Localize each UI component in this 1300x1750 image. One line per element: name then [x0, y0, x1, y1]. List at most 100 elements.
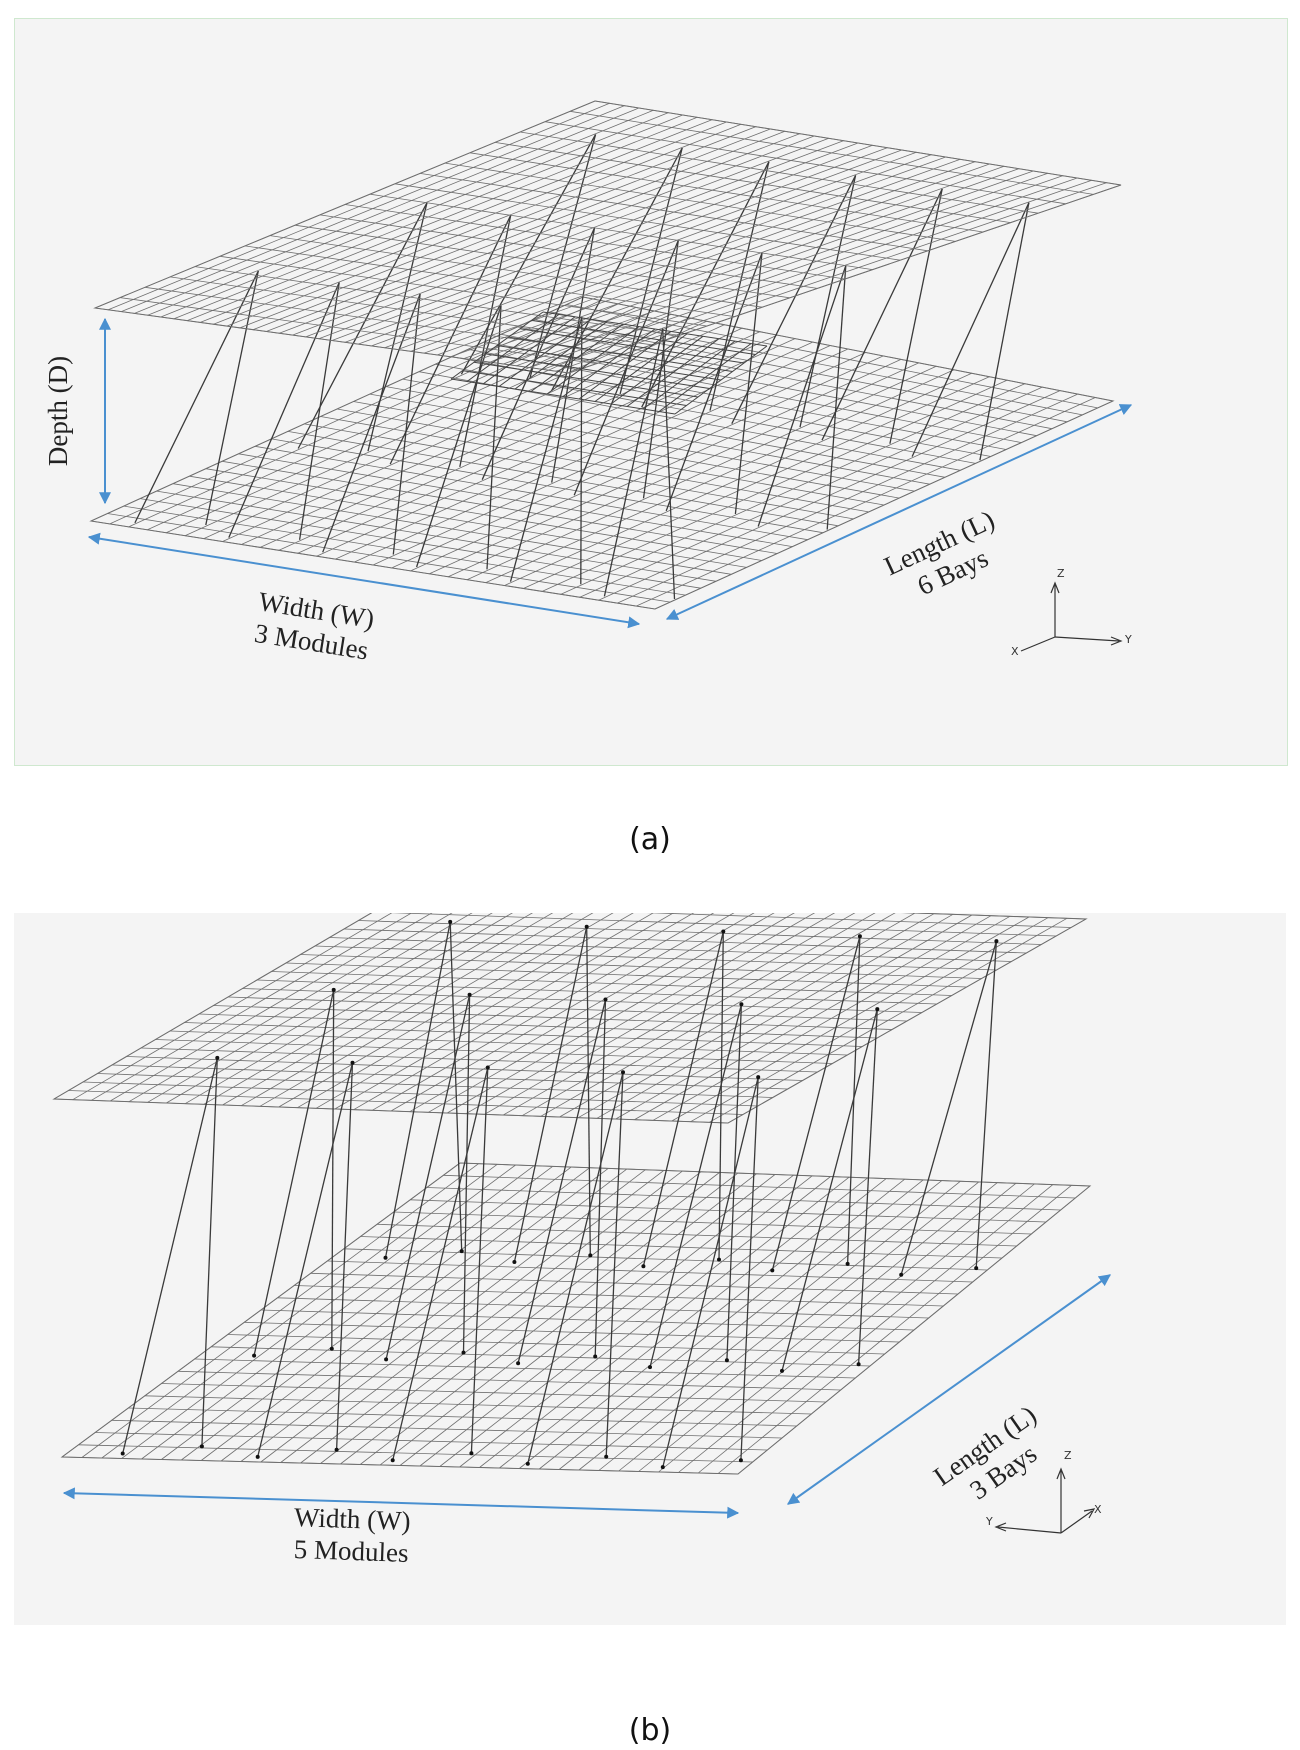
- axis-x-label: X: [1011, 645, 1019, 658]
- grid-line: [184, 1022, 863, 1047]
- strut-node: [334, 1447, 339, 1452]
- grid-line: [566, 304, 1098, 409]
- grid-line: [294, 224, 790, 299]
- axis-triad: [994, 1467, 1096, 1534]
- grid-line: [169, 1030, 848, 1056]
- grid-line: [519, 131, 1039, 214]
- strut-node: [516, 1361, 521, 1366]
- grid-overlap-line: [508, 336, 733, 372]
- strut-node: [512, 1260, 517, 1264]
- strut: [459, 215, 512, 468]
- strut-node: [390, 1458, 395, 1463]
- strut-node: [593, 1354, 598, 1359]
- grid-line: [369, 193, 873, 270]
- strut: [415, 305, 502, 568]
- strut: [335, 1062, 354, 1450]
- grid-line: [582, 296, 1114, 402]
- strut-node: [459, 1249, 464, 1254]
- strut-node: [448, 919, 453, 924]
- grid-overlap-line: [531, 319, 756, 355]
- strut: [462, 994, 471, 1353]
- grid-line: [271, 971, 952, 996]
- grid-line: [419, 173, 928, 252]
- strut-node: [899, 1272, 904, 1277]
- grid-line: [550, 311, 1083, 416]
- strut: [134, 270, 259, 524]
- grid-line: [95, 1432, 768, 1451]
- grid-line: [242, 988, 922, 1013]
- strut-node: [856, 1362, 861, 1367]
- grid-overlap-line: [462, 370, 687, 406]
- length-label-group: Length (L) 3 Bays: [928, 1400, 1042, 1506]
- grid-line: [178, 1370, 841, 1391]
- grid-line: [194, 266, 680, 336]
- strut-node: [994, 939, 999, 944]
- grid-line: [78, 1444, 753, 1463]
- figure-b-caption: (b): [628, 1713, 672, 1748]
- strut-node: [603, 997, 608, 1002]
- strut-node: [584, 924, 589, 929]
- strut-node: [469, 1451, 474, 1456]
- strut: [551, 227, 596, 483]
- grid-line: [211, 1346, 871, 1367]
- strut: [449, 921, 463, 1252]
- grid-line: [128, 1407, 797, 1427]
- grid-line: [161, 1383, 827, 1403]
- grid-line: [119, 297, 597, 364]
- grid-line: [314, 945, 997, 971]
- width-label: Width (W): [294, 1502, 412, 1536]
- width-label-group: Width (W) 3 Modules: [252, 586, 376, 665]
- strut: [718, 931, 724, 1260]
- grid-line: [410, 1199, 1047, 1223]
- strut: [513, 926, 588, 1263]
- strut-node: [588, 1253, 593, 1258]
- strut-node: [350, 1060, 355, 1065]
- strut: [392, 1067, 489, 1461]
- strut-node: [485, 1065, 490, 1070]
- strut: [771, 936, 861, 1271]
- grid-line: [53, 1098, 729, 1124]
- strut-node: [215, 1055, 220, 1060]
- strut: [642, 240, 679, 499]
- strut-node: [721, 929, 726, 934]
- grid-line: [256, 979, 937, 1005]
- strut: [257, 1062, 354, 1458]
- grid-line: [594, 100, 1122, 186]
- strut: [389, 215, 512, 465]
- grid-line: [244, 245, 735, 317]
- axis-y-label: Y: [985, 1515, 993, 1528]
- strut-node: [252, 1353, 257, 1358]
- grid-line: [319, 214, 818, 289]
- strut: [900, 940, 998, 1275]
- grid-overlap-line: [450, 378, 676, 415]
- strut: [517, 999, 607, 1364]
- grid-outline: [60, 1162, 1092, 1475]
- grid-line: [393, 1211, 1032, 1235]
- grid-line: [68, 1090, 743, 1115]
- bottom-chord-grid: [60, 1162, 1092, 1475]
- grid-line: [227, 996, 908, 1022]
- strut-node: [770, 1268, 775, 1273]
- strut: [481, 227, 596, 480]
- width-dimension-arrow: [62, 1487, 740, 1519]
- strut-node: [331, 987, 336, 992]
- figure-a-panel: Depth (D) Width (W) 3 Modules Length (L)…: [14, 18, 1288, 766]
- strut-node: [780, 1368, 784, 1373]
- strut: [799, 175, 857, 428]
- strut-node: [660, 1465, 665, 1470]
- grid-overlap-line: [519, 328, 745, 364]
- diagonal-struts: [120, 919, 999, 1470]
- grid-line: [189, 475, 747, 568]
- grid-line: [469, 152, 984, 233]
- strut: [253, 989, 335, 1356]
- grid-line: [903, 913, 1087, 920]
- strut-node: [857, 934, 862, 939]
- strut: [486, 305, 502, 570]
- strut: [298, 282, 340, 540]
- strut: [586, 926, 591, 1256]
- strut-node: [255, 1454, 260, 1459]
- grid-line: [344, 204, 846, 280]
- strut-node: [756, 1075, 761, 1080]
- grid-line: [444, 162, 956, 242]
- strut-node: [199, 1444, 204, 1449]
